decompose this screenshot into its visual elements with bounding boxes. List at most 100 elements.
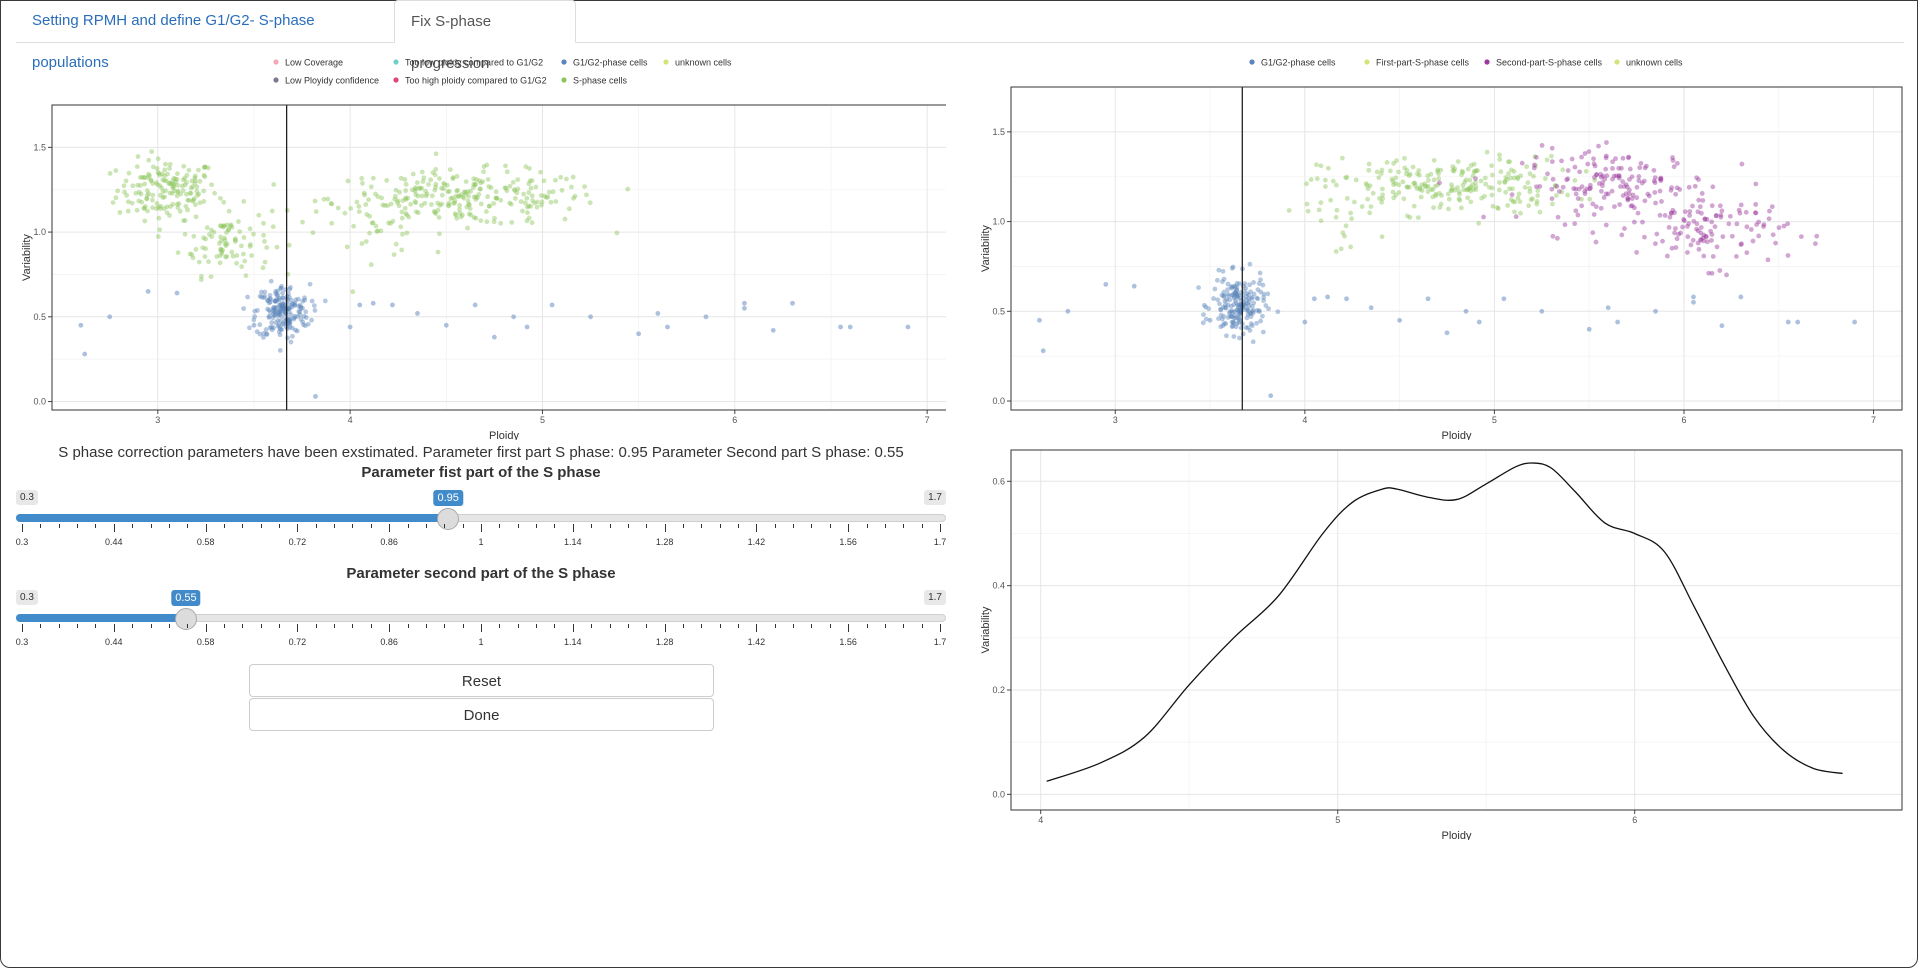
slider-tick	[829, 524, 831, 528]
scatter-point	[1516, 191, 1522, 197]
estimate-info-text: S phase correction parameters have been …	[58, 444, 904, 461]
scatter-point	[189, 252, 195, 258]
slider-tick	[352, 624, 354, 628]
scatter-point	[524, 195, 530, 201]
scatter-point	[197, 200, 203, 206]
scatter-point	[1206, 306, 1212, 312]
scatter-point	[268, 310, 273, 315]
scatter-point	[1539, 143, 1545, 148]
scatter-point	[553, 199, 559, 204]
scatter-point	[256, 212, 262, 218]
slider-max-label: 1.7	[924, 490, 946, 505]
scatter-point	[359, 241, 365, 246]
y-tick-label: 0.4	[992, 581, 1005, 591]
scatter-point	[1739, 241, 1744, 247]
scatter-point	[154, 166, 160, 171]
scatter-point	[473, 215, 479, 221]
scatter-point	[1494, 205, 1500, 211]
scatter-point	[1709, 219, 1715, 225]
scatter-point	[1393, 181, 1399, 186]
scatter-point	[175, 171, 180, 177]
scatter-point	[1620, 193, 1626, 198]
scatter-point	[1672, 210, 1677, 216]
scatter-point	[1743, 209, 1749, 215]
y-tick-label: 1.5	[33, 142, 46, 152]
scatter-point	[559, 187, 565, 193]
scatter-point	[1654, 231, 1660, 237]
scatter-point	[1744, 250, 1750, 256]
scatter-point	[473, 194, 479, 200]
scatter-point	[180, 177, 186, 183]
scatter-point	[1250, 310, 1256, 316]
scatter-point	[1200, 320, 1206, 326]
scatter-point	[262, 289, 268, 295]
scatter-point	[1685, 250, 1690, 255]
reset-button[interactable]: Reset	[249, 664, 714, 697]
scatter-point	[1531, 173, 1536, 179]
scatter-point	[1753, 181, 1759, 187]
scatter-point	[1304, 181, 1309, 187]
scatter-point	[1462, 179, 1468, 185]
scatter-point	[1221, 293, 1227, 299]
scatter-point	[1668, 210, 1674, 216]
slider-tick	[187, 524, 189, 528]
scatter-point	[273, 309, 278, 315]
scatter-point	[1390, 189, 1396, 195]
scatter-point	[350, 289, 356, 295]
scatter-point	[1754, 222, 1759, 227]
scatter-point	[248, 242, 253, 247]
scatter-points	[78, 149, 911, 399]
scatter-point	[305, 321, 311, 327]
scatter-point	[432, 210, 438, 215]
scatter-point	[1229, 285, 1235, 291]
scatter-point	[1603, 166, 1609, 172]
legend-label: Low Coverage	[285, 58, 343, 68]
scatter-point	[1243, 293, 1249, 299]
scatter-point	[1509, 192, 1515, 198]
scatter-point	[274, 293, 280, 298]
scatter-point	[1314, 176, 1320, 182]
scatter-point	[194, 192, 200, 198]
scatter-point	[1576, 186, 1582, 192]
scatter-point	[1705, 239, 1710, 245]
scatter-point	[1256, 308, 1262, 313]
scatter-point	[403, 188, 409, 194]
scatter-point	[1701, 238, 1707, 244]
slider-tick	[260, 624, 262, 628]
scatter-point	[1430, 194, 1436, 200]
scatter-point	[347, 324, 353, 330]
slider-handle[interactable]	[174, 608, 197, 630]
x-tick-label: 7	[925, 415, 930, 425]
slider-tick	[517, 524, 519, 528]
slider-tick	[682, 524, 684, 528]
scatter-point	[1260, 282, 1266, 288]
scatter-point	[1482, 193, 1487, 199]
y-tick-label: 0.2	[992, 685, 1005, 695]
done-button[interactable]: Done	[249, 698, 714, 731]
slider-tick	[903, 624, 905, 628]
scatter-point	[167, 180, 173, 186]
scatter-point	[527, 178, 533, 184]
scatter-point	[1245, 308, 1251, 313]
tab-fix-s-phase[interactable]: Fix S-phase progression	[394, 0, 576, 72]
scatter-point	[313, 209, 319, 214]
slider-first-part[interactable]: 0.3 1.7 0.95 0.3 0.44 0.58 0.72 0.86 1 1.14 1.2…	[16, 490, 946, 550]
scatter-point	[251, 231, 256, 237]
scatter-point	[1476, 319, 1482, 325]
scatter-point	[1218, 306, 1223, 312]
tab-setting-rpmh[interactable]: Setting RPMH and define G1/G2- S-phase p…	[32, 12, 315, 71]
slider-tick	[462, 624, 464, 628]
scatter-point	[292, 302, 297, 308]
slider-second-part[interactable]: 0.3 1.7 0.55 0.3 0.44 0.58 0.72 0.86 1 1.14 1.2…	[16, 590, 946, 650]
scatter-point	[1233, 290, 1238, 296]
scatter-point	[1261, 294, 1267, 300]
scatter-point	[1584, 186, 1590, 192]
scatter-point	[1497, 152, 1502, 158]
slider-tick	[756, 624, 758, 632]
slider-handle[interactable]	[437, 508, 460, 530]
scatter-point	[1765, 257, 1771, 263]
scatter-point	[1670, 207, 1676, 213]
scatter-point	[1473, 180, 1478, 185]
scatter-point	[437, 176, 442, 181]
scatter-point	[1690, 237, 1696, 243]
